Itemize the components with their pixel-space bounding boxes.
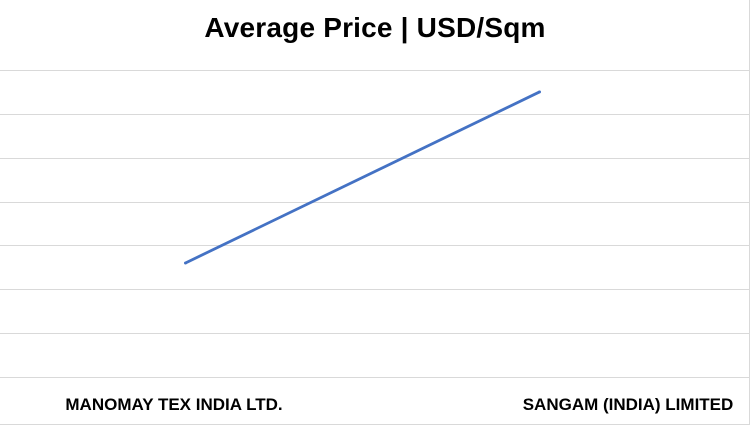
series-line bbox=[184, 90, 541, 265]
x-tick-label: SANGAM (INDIA) LIMITED bbox=[523, 395, 734, 414]
data-point bbox=[184, 261, 187, 265]
chart-title: Average Price | USD/Sqm bbox=[204, 12, 546, 43]
x-tick-label: MANOMAY TEX INDIA LTD. bbox=[65, 395, 282, 414]
data-point bbox=[538, 90, 541, 94]
